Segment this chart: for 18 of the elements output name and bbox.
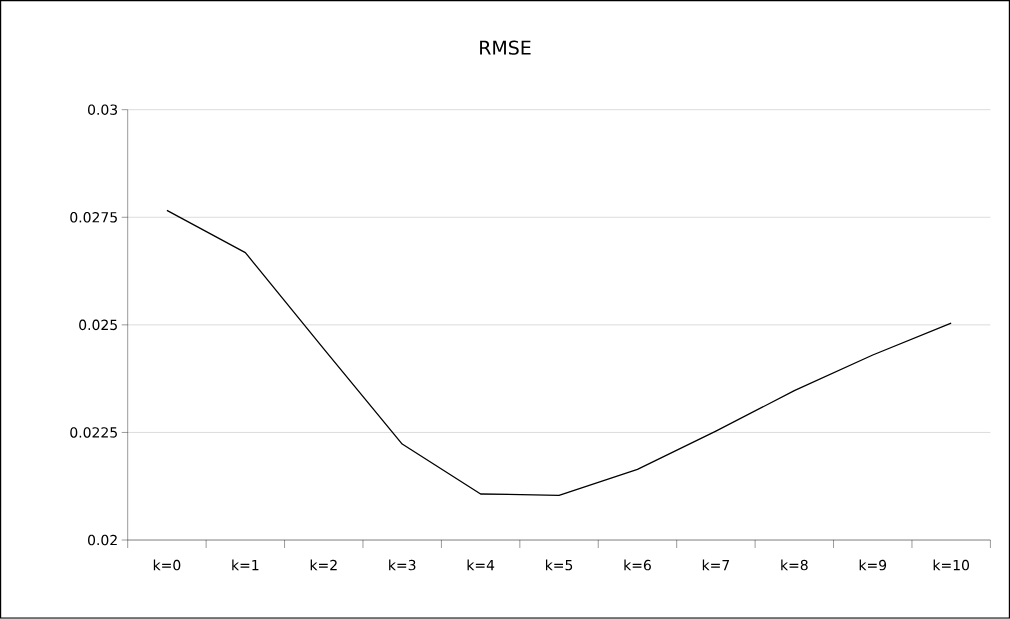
y-tick-label: 0.0275 [70,212,117,223]
x-tick-label: k=0 [153,559,181,571]
y-tick-label: 0.025 [79,319,117,331]
chart-title: RMSE [480,40,531,55]
x-tick-label: k=9 [859,559,887,571]
x-tick-label: k=10 [933,559,970,571]
y-tick-label: 0.0225 [70,427,117,438]
x-tick-label: k=2 [310,559,337,571]
x-tick-label: k=1 [232,559,259,571]
y-tick-label: 0.03 [88,104,118,116]
x-tick-label: k=6 [624,559,651,571]
x-tick-label: k=5 [545,559,573,571]
x-tick-label: k=7 [702,559,730,571]
y-tick-label: 0.02 [88,534,117,546]
x-tick-label: k=4 [467,559,495,571]
line-series [166,209,952,497]
x-tick-label: k=3 [389,559,416,571]
x-tick-label: k=8 [781,559,808,571]
